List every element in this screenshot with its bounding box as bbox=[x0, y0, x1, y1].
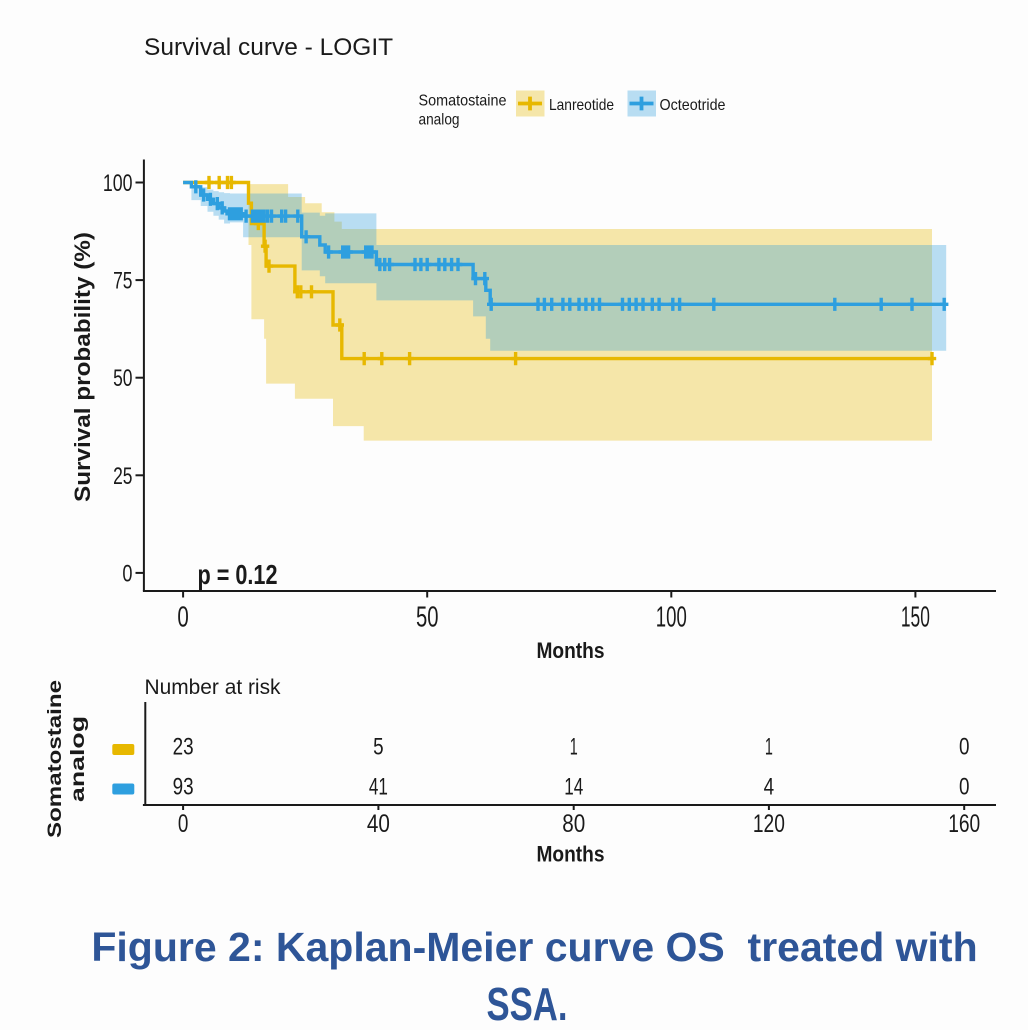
svg-text:93: 93 bbox=[173, 774, 194, 801]
svg-text:120: 120 bbox=[753, 810, 785, 838]
svg-text:14: 14 bbox=[564, 774, 583, 801]
svg-text:40: 40 bbox=[367, 810, 390, 838]
svg-text:0: 0 bbox=[177, 602, 188, 634]
svg-text:150: 150 bbox=[901, 602, 930, 634]
svg-text:0: 0 bbox=[178, 810, 189, 838]
svg-text:Number at risk: Number at risk bbox=[145, 676, 281, 699]
svg-text:Months: Months bbox=[537, 638, 605, 663]
svg-text:0: 0 bbox=[959, 774, 970, 801]
svg-text:80: 80 bbox=[562, 810, 585, 838]
svg-text:23: 23 bbox=[173, 734, 194, 761]
svg-text:analog: analog bbox=[68, 716, 89, 802]
svg-text:41: 41 bbox=[369, 774, 388, 801]
svg-text:160: 160 bbox=[948, 810, 980, 838]
svg-text:25: 25 bbox=[113, 463, 132, 490]
svg-text:Months: Months bbox=[537, 842, 605, 867]
svg-text:Survival probability (%): Survival probability (%) bbox=[70, 232, 95, 502]
svg-text:100: 100 bbox=[656, 602, 687, 634]
svg-text:Somatostaine: Somatostaine bbox=[45, 680, 66, 838]
svg-text:0: 0 bbox=[122, 560, 132, 587]
svg-text:100: 100 bbox=[103, 170, 133, 197]
svg-text:5: 5 bbox=[373, 734, 384, 761]
svg-text:1: 1 bbox=[570, 734, 578, 761]
svg-text:p = 0.12: p = 0.12 bbox=[198, 559, 278, 590]
svg-text:50: 50 bbox=[113, 365, 132, 392]
svg-text:SSA.: SSA. bbox=[487, 978, 568, 1030]
svg-text:Octeotride: Octeotride bbox=[660, 97, 726, 114]
svg-text:Somatostaine: Somatostaine bbox=[419, 93, 507, 110]
svg-text:Figure 2: Kaplan-Meier curve O: Figure 2: Kaplan-Meier curve OS treated … bbox=[91, 924, 977, 970]
svg-text:4: 4 bbox=[764, 774, 775, 801]
svg-text:Survival curve - LOGIT: Survival curve - LOGIT bbox=[144, 34, 393, 61]
svg-text:50: 50 bbox=[416, 602, 439, 634]
svg-text:1: 1 bbox=[765, 734, 773, 761]
svg-text:0: 0 bbox=[959, 734, 970, 761]
svg-text:Lanreotide: Lanreotide bbox=[549, 97, 614, 114]
svg-text:75: 75 bbox=[113, 268, 132, 295]
svg-text:analog: analog bbox=[419, 112, 460, 129]
